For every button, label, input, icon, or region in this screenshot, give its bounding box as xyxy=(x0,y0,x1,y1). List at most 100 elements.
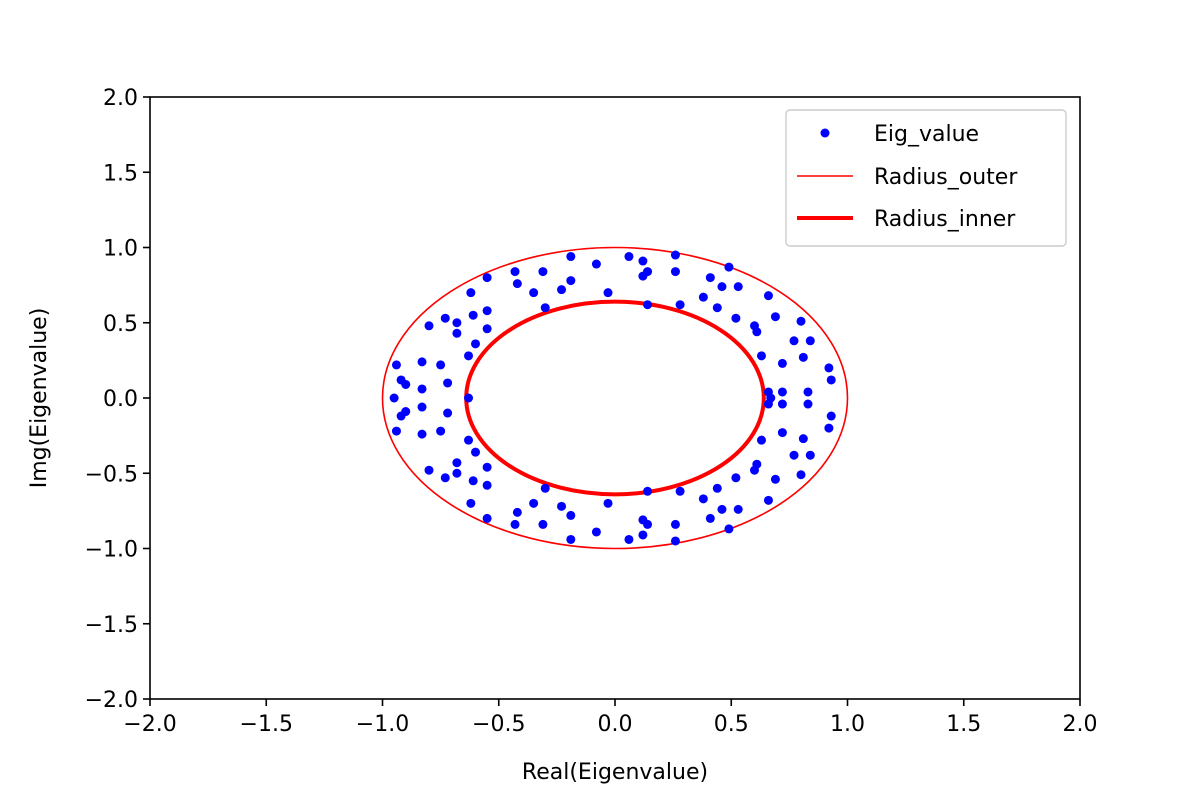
eigenvalue-point xyxy=(464,393,474,403)
eigenvalue-point xyxy=(766,393,776,403)
y-tick-label: −1.5 xyxy=(85,613,138,638)
eigenvalue-point xyxy=(733,282,743,292)
eigenvalue-point xyxy=(717,504,727,514)
plot-content xyxy=(381,246,849,550)
eigenvalue-point xyxy=(675,300,685,310)
eigenvalue-point xyxy=(796,470,806,480)
x-tick-label: 2.0 xyxy=(1063,712,1098,737)
eigenvalue-point xyxy=(803,399,813,409)
eigenvalue-point xyxy=(540,303,550,313)
eigenvalue-point xyxy=(724,262,734,272)
eigenvalue-point xyxy=(538,267,548,277)
eigenvalue-point xyxy=(440,313,450,323)
eigenvalue-point xyxy=(468,476,478,486)
eigenvalue-point xyxy=(624,252,634,262)
y-tick-label: 2.0 xyxy=(103,86,138,111)
eigenvalue-point xyxy=(443,408,453,418)
eigenvalue-point xyxy=(670,267,680,277)
eigenvalue-point xyxy=(529,498,539,508)
eigenvalue-point xyxy=(443,378,453,388)
eigenvalue-point xyxy=(603,288,613,298)
eigenvalue-point xyxy=(468,310,478,320)
eigenvalue-point xyxy=(643,486,653,496)
eigenvalue-point xyxy=(529,288,539,298)
x-tick-label: −1.5 xyxy=(240,712,293,737)
eigenvalue-point xyxy=(756,435,766,445)
eigenvalue-point xyxy=(670,519,680,529)
x-tick-label: 0.5 xyxy=(714,712,749,737)
eigenvalue-point xyxy=(391,426,401,436)
eigenvalue-point xyxy=(731,473,741,483)
eigenvalue-point xyxy=(436,360,446,370)
eigenvalue-point xyxy=(389,393,399,403)
eigenvalue-point xyxy=(752,327,762,337)
legend: Eig_value Radius_outer Radius_inner xyxy=(785,109,1067,247)
y-tick-label: −0.5 xyxy=(85,462,138,487)
y-tick-label: 0.0 xyxy=(103,387,138,412)
eigenvalue-point xyxy=(763,291,773,301)
eigenvalue-point xyxy=(482,480,492,490)
eigenvalue-point xyxy=(705,273,715,283)
eigenvalue-point xyxy=(482,273,492,283)
eigenvalue-point xyxy=(538,519,548,529)
eigenvalue-point xyxy=(482,324,492,334)
eigenvalue-point xyxy=(675,486,685,496)
eigenvalue-point xyxy=(798,434,808,444)
eigenvalue-point xyxy=(591,527,601,537)
eigenvalue-point xyxy=(826,411,836,421)
eigenvalue-point xyxy=(452,318,462,328)
x-tick-label: 0.0 xyxy=(598,712,633,737)
eigenvalue-point xyxy=(670,536,680,546)
eigenvalue-point xyxy=(643,300,653,310)
eigenvalue-point xyxy=(424,321,434,331)
eigenvalue-point xyxy=(796,316,806,326)
eigenvalue-point xyxy=(756,351,766,361)
eigenvalue-point xyxy=(603,498,613,508)
series-radius-outer xyxy=(381,246,849,550)
eigenvalue-point xyxy=(452,328,462,338)
eigenvalue-point xyxy=(464,351,474,361)
eigenvalue-point xyxy=(733,504,743,514)
y-axis-title: Img(Eigenvalue) xyxy=(27,308,52,489)
eigenvalue-point xyxy=(824,363,834,373)
eigenvalue-point xyxy=(417,384,427,394)
eigenvalue-point xyxy=(424,465,434,475)
eigenvalue-point xyxy=(540,483,550,493)
eigenvalue-point xyxy=(401,407,411,417)
eigenvalue-point xyxy=(391,360,401,370)
eigenvalue-point xyxy=(777,387,787,397)
eigenvalue-point xyxy=(826,375,836,385)
eigenvalue-point xyxy=(557,501,567,511)
y-tick-label: 1.5 xyxy=(103,161,138,186)
eigenvalue-point xyxy=(512,279,522,289)
eigenvalue-point xyxy=(770,312,780,322)
eigenvalue-point xyxy=(417,357,427,367)
eigenvalue-point xyxy=(417,429,427,439)
x-tick-label: 1.0 xyxy=(830,712,865,737)
eigenvalue-point xyxy=(717,282,727,292)
y-tick-label: −2.0 xyxy=(85,688,138,713)
eigenvalue-point xyxy=(452,458,462,468)
eigenvalue-point xyxy=(471,339,480,349)
eigenvalue-point xyxy=(510,267,520,277)
y-tick-label: 1.0 xyxy=(103,237,138,262)
eigenvalue-point xyxy=(698,494,708,504)
eigenvalue-point xyxy=(670,250,680,260)
eigenvalue-point xyxy=(789,450,799,460)
eigenvalue-point xyxy=(566,510,576,520)
eigenvalue-point xyxy=(566,534,576,544)
y-tick-label: −1.0 xyxy=(85,538,138,563)
eigenvalue-point xyxy=(417,402,427,412)
x-axis-ticks: −2.0 −1.5 −1.0 −0.5 0.0 0.5 1.0 1.5 2.0 xyxy=(123,699,1098,737)
eigenvalue-point xyxy=(466,498,476,508)
eigenvalue-point xyxy=(824,423,834,433)
eigenvalue-point xyxy=(643,519,653,529)
eigenvalue-point xyxy=(464,435,474,445)
eigenvalue-point xyxy=(466,288,476,298)
eigenvalue-point xyxy=(777,428,787,438)
eigenvalue-point xyxy=(798,352,808,362)
eigenvalue-point xyxy=(712,303,722,313)
eigenvalue-point xyxy=(510,519,520,529)
x-tick-label: −2.0 xyxy=(123,712,176,737)
